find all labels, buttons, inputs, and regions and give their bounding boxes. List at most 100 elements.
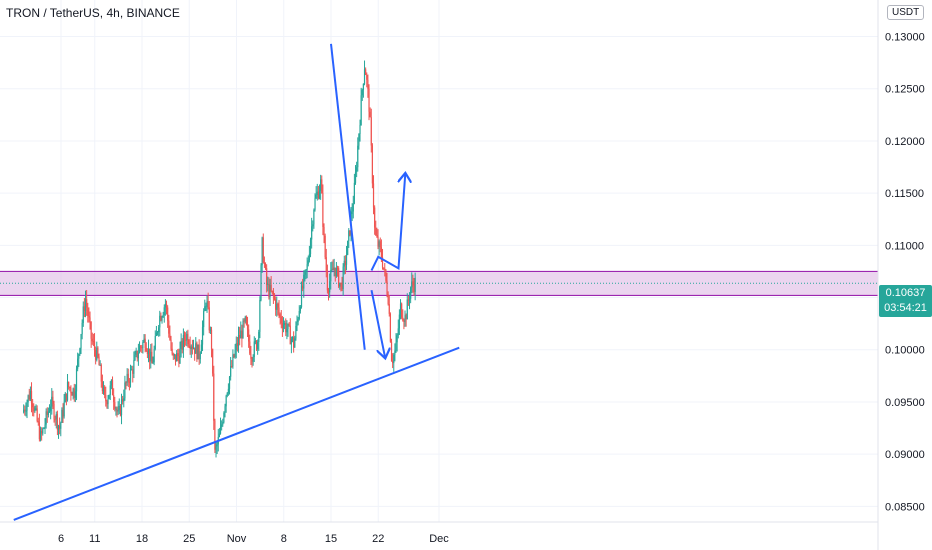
candle-body	[358, 133, 360, 146]
candle-body	[101, 381, 103, 392]
candle-body	[333, 267, 335, 271]
price-axis[interactable]: 0.085000.090000.095000.100000.105000.110…	[885, 32, 925, 514]
candle-body	[134, 354, 136, 361]
candle-body	[390, 341, 393, 362]
candle-body	[381, 257, 384, 268]
candle-body	[233, 354, 235, 357]
candle-body	[62, 409, 64, 417]
candle-body	[308, 254, 310, 261]
candle-body	[113, 395, 115, 402]
projection-arrow-2[interactable]	[370, 174, 406, 271]
candle-body	[234, 350, 236, 357]
candle-body	[57, 425, 60, 430]
candle-body	[201, 327, 204, 345]
candle-body	[228, 376, 231, 389]
candle-body	[118, 405, 120, 411]
candle-body	[296, 321, 298, 326]
drawings-layer[interactable]	[13, 43, 460, 521]
symbol-title[interactable]: TRON / TetherUS, 4h, BINANCE	[6, 6, 180, 20]
candle-body	[376, 234, 378, 237]
candle-body	[320, 179, 322, 191]
currency-button[interactable]: USDT	[887, 5, 925, 20]
candle-body	[32, 403, 34, 408]
candle-body	[353, 182, 355, 204]
candle-body	[293, 337, 295, 348]
candle-body	[128, 381, 130, 383]
candle-body	[171, 348, 173, 354]
candle-body	[407, 299, 409, 301]
last-price-value: 0.10637	[885, 287, 926, 299]
candle-body	[369, 111, 371, 118]
trendline-0[interactable]	[13, 346, 460, 521]
candle-body	[141, 347, 143, 349]
candle-body	[87, 307, 89, 316]
candle-body	[180, 340, 182, 349]
candle-body	[282, 324, 285, 329]
candle-body	[43, 427, 45, 429]
candle-body	[253, 341, 255, 358]
candle-body	[366, 75, 368, 80]
candle-body	[299, 307, 301, 312]
candle-body	[297, 319, 299, 322]
candle-body	[142, 341, 144, 349]
candle-body	[225, 395, 227, 407]
candle-body	[107, 398, 109, 405]
candle-body	[206, 301, 208, 306]
candle-body	[153, 349, 155, 363]
candle-body	[309, 239, 312, 255]
candle-body	[343, 260, 345, 267]
candle-body	[242, 320, 244, 339]
candle-body	[154, 335, 156, 350]
candle-body	[173, 354, 175, 356]
x-tick-label: 15	[325, 533, 337, 545]
candle-body	[177, 353, 179, 357]
y-tick-label: 0.11500	[885, 188, 924, 200]
candle-body	[316, 191, 318, 195]
candle-body	[264, 263, 267, 269]
candle-body	[88, 315, 90, 318]
candle-body	[345, 254, 348, 265]
time-axis[interactable]: 6 11 18 25 Nov 8 15 22 Dec	[58, 533, 449, 545]
candle-body	[204, 306, 206, 312]
x-tick-label: 8	[281, 533, 287, 545]
candle-body	[349, 230, 351, 235]
candle-body	[33, 407, 35, 412]
candle-body	[117, 410, 119, 412]
candle-body	[131, 369, 133, 371]
candle-body	[179, 348, 181, 364]
x-tick-label: 18	[136, 533, 148, 545]
candle-body	[285, 322, 287, 333]
candle-body	[368, 88, 370, 112]
candle-body	[92, 341, 94, 343]
candle-body	[24, 409, 26, 411]
candle-body	[352, 203, 354, 212]
candle-body	[167, 307, 169, 321]
candle-body	[271, 290, 273, 292]
candle-body	[389, 313, 391, 342]
candle-body	[365, 69, 367, 76]
candle-body	[342, 266, 344, 290]
candle-body	[169, 333, 171, 340]
candle-body	[306, 264, 308, 270]
candle-body	[124, 382, 126, 399]
projection-arrow-3[interactable]	[370, 290, 386, 357]
candle-body	[138, 346, 141, 353]
grid-lines	[0, 0, 878, 522]
candle-body	[377, 236, 379, 247]
candle-body	[187, 333, 189, 345]
candle-body	[28, 395, 30, 400]
candle-body	[374, 207, 376, 228]
candle-body	[280, 316, 282, 324]
candle-body	[334, 267, 336, 277]
candle-body	[371, 145, 373, 184]
candle-body	[183, 334, 186, 340]
candle-body	[108, 394, 110, 399]
y-tick-label: 0.12000	[885, 136, 925, 148]
candle-body	[329, 281, 331, 293]
candle-body	[252, 357, 254, 362]
candle-body	[266, 268, 268, 285]
trendline-1[interactable]	[330, 43, 366, 350]
candle-body	[317, 191, 319, 199]
candle-body	[240, 330, 242, 339]
